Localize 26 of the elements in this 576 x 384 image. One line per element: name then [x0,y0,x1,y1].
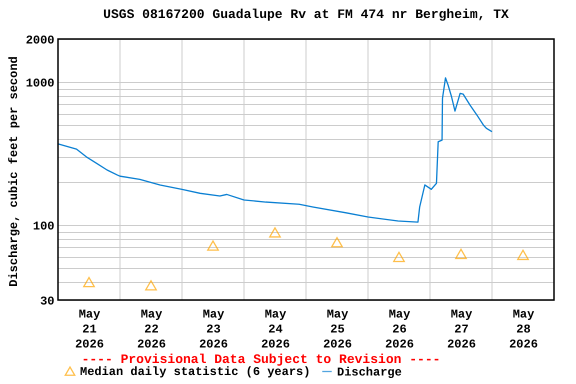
x-tick-label: May 28 2026 [509,308,538,352]
y-tick-label: 100 [32,220,54,234]
point [455,248,467,260]
x-tick-label: May 26 2026 [385,308,414,352]
text: ---- Provisional Data Subject to Revision ---- [82,352,440,367]
x-tick-label: May 24 2026 [261,308,290,352]
x-tick-label: May 21 2026 [75,308,104,352]
point [331,237,343,248]
y-tick-label: 2000 [26,34,54,48]
point [393,252,405,262]
x-tick-label: May 25 2026 [323,308,352,352]
x-tick-label: May 23 2026 [199,308,228,352]
point [207,240,219,251]
point [269,227,281,238]
x-tick-label: May 22 2026 [137,308,166,352]
point [145,280,157,290]
legend-label: Discharge [337,366,402,380]
point [83,276,95,288]
legend-label: Median daily statistic (6 years) [80,365,310,380]
chart-title: USGS 08167200 Guadalupe Rv at FM 474 nr Bergheim, TX [103,7,510,22]
x-tick-label: May 27 2026 [447,308,476,352]
line-series [57,77,493,223]
point [517,250,529,260]
y-tick-label: 30 [40,294,54,308]
y-tick-label: 1000 [26,76,54,91]
y-axis-title: Discharge, cubic feet per second [7,56,21,287]
